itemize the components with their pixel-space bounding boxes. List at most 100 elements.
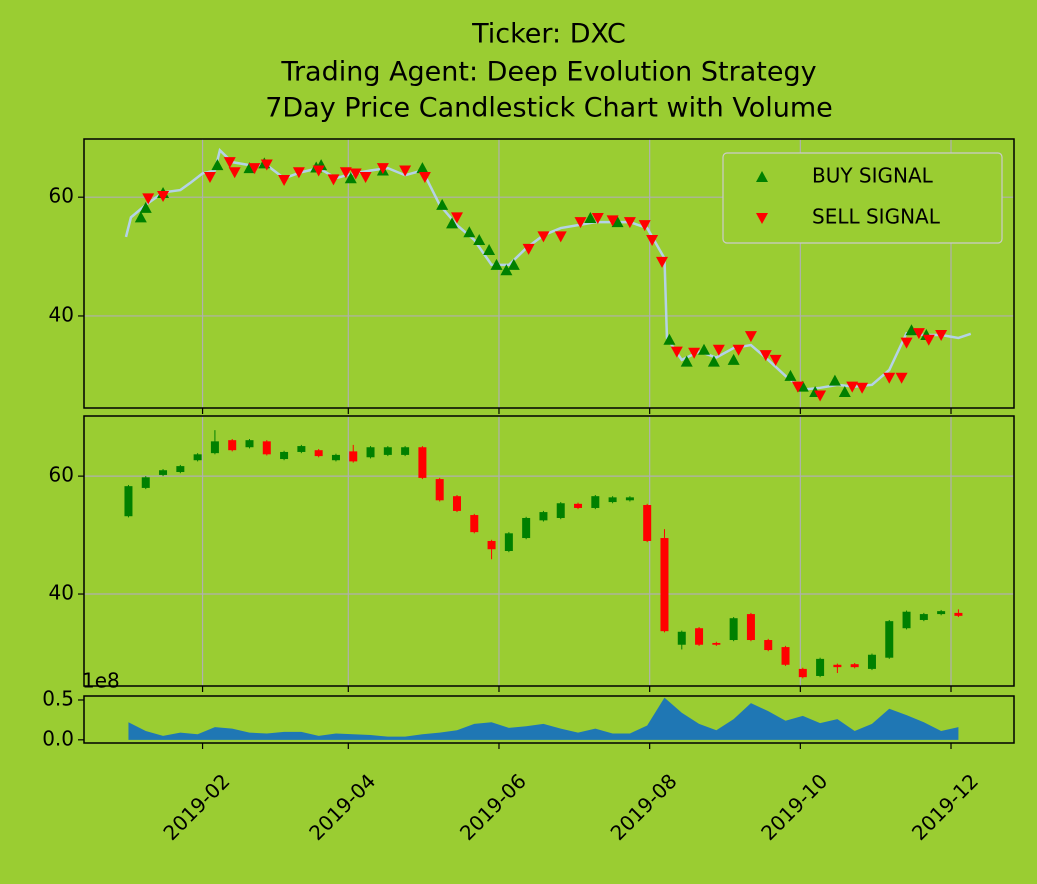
- signal-marker: [339, 167, 352, 179]
- signal-marker: [416, 162, 429, 174]
- signal-marker: [507, 258, 520, 270]
- signal-marker: [436, 198, 449, 210]
- signal-marker: [922, 334, 935, 346]
- signal-marker: [623, 217, 636, 229]
- signal-marker: [670, 346, 683, 358]
- y-tick-label: 0.0: [42, 726, 74, 750]
- candle-body: [349, 451, 358, 462]
- signal-marker: [638, 220, 651, 232]
- candle-body: [452, 496, 461, 511]
- signal-marker: [744, 331, 757, 343]
- candle-body: [695, 628, 704, 645]
- candle-body: [919, 614, 928, 620]
- candle-body: [764, 640, 773, 651]
- candle-body: [297, 446, 306, 452]
- signal-marker: [292, 167, 305, 179]
- plot-area: [84, 416, 1014, 686]
- y-tick-label: 0.5: [42, 686, 74, 710]
- signal-marker: [784, 369, 797, 381]
- signal-marker: [688, 347, 701, 359]
- signal-marker: [814, 390, 827, 402]
- signal-marker: [327, 174, 340, 186]
- signal-marker: [248, 163, 261, 175]
- signal-marker: [727, 353, 740, 365]
- signal-marker: [846, 381, 859, 393]
- candle-body: [418, 447, 427, 478]
- signal-marker: [463, 226, 476, 238]
- signal-marker: [500, 264, 513, 276]
- signal-marker: [732, 344, 745, 356]
- legend-marker: [756, 171, 768, 182]
- signal-marker: [203, 172, 216, 184]
- candle-body: [124, 486, 133, 517]
- candle-body: [487, 540, 496, 550]
- signal-marker: [707, 355, 720, 367]
- signal-marker: [211, 159, 224, 171]
- candle-body: [331, 454, 340, 461]
- signal-marker: [883, 372, 896, 384]
- signal-marker: [791, 381, 804, 393]
- candle-body: [366, 447, 375, 458]
- candle-body: [746, 614, 755, 641]
- candle-body: [625, 497, 634, 501]
- signal-marker: [935, 329, 948, 341]
- candle-body: [729, 618, 738, 641]
- signal-marker: [838, 385, 851, 397]
- signal-marker: [139, 201, 152, 213]
- candle-body: [280, 451, 289, 460]
- candle-body: [470, 515, 479, 533]
- chart-subtitle: Trading Agent: Deep Evolution Strategy: [280, 57, 816, 88]
- candle-body: [228, 440, 237, 451]
- candle-body: [193, 454, 202, 461]
- candle-body: [314, 450, 323, 457]
- plot-frame: [83, 138, 1015, 409]
- signal-marker: [584, 211, 597, 223]
- signal-marker: [537, 231, 550, 243]
- signal-marker: [278, 174, 291, 186]
- candle-body: [539, 512, 548, 521]
- signal-marker: [554, 231, 567, 243]
- candle-body: [850, 664, 859, 668]
- signal-marker: [905, 324, 918, 336]
- signal-marker: [134, 211, 147, 223]
- signal-marker: [228, 167, 241, 179]
- y-tick-label: 60: [49, 463, 74, 487]
- signal-marker: [490, 258, 503, 270]
- signal-marker: [591, 212, 604, 224]
- candle-body: [141, 477, 150, 488]
- signal-marker: [260, 159, 273, 171]
- signal-marker: [223, 157, 236, 169]
- signal-marker: [912, 328, 925, 340]
- candle-body: [210, 441, 219, 454]
- signal-marker: [418, 172, 431, 184]
- candle-body: [816, 658, 825, 676]
- candle-body: [176, 466, 185, 473]
- candle-body: [435, 479, 444, 501]
- candle-body: [833, 664, 842, 668]
- legend-marker: [756, 213, 768, 224]
- candle-body: [591, 496, 600, 508]
- signal-marker: [399, 165, 412, 177]
- candle-body: [781, 647, 790, 665]
- signal-marker: [312, 165, 325, 177]
- y-tick-label: 40: [49, 581, 74, 605]
- candle-body: [798, 668, 807, 678]
- signal-marker: [450, 212, 463, 224]
- chart-subtitle: 7Day Price Candlestick Chart with Volume: [265, 93, 833, 124]
- signal-marker: [376, 163, 389, 175]
- candle-body: [885, 621, 894, 658]
- signal-marker: [712, 344, 725, 356]
- candle-body: [677, 631, 686, 645]
- plot-frame: [83, 695, 1015, 744]
- signal-marker: [698, 343, 710, 355]
- signal-marker: [895, 372, 908, 384]
- candle-body: [902, 611, 911, 629]
- candle-body: [522, 517, 531, 539]
- candle-body: [383, 447, 392, 455]
- y-tick-label: 60: [49, 184, 74, 208]
- signal-marker: [680, 355, 693, 367]
- candle-body: [608, 497, 617, 503]
- candle-body: [954, 612, 963, 616]
- signal-marker: [856, 382, 869, 394]
- signal-marker: [769, 354, 782, 366]
